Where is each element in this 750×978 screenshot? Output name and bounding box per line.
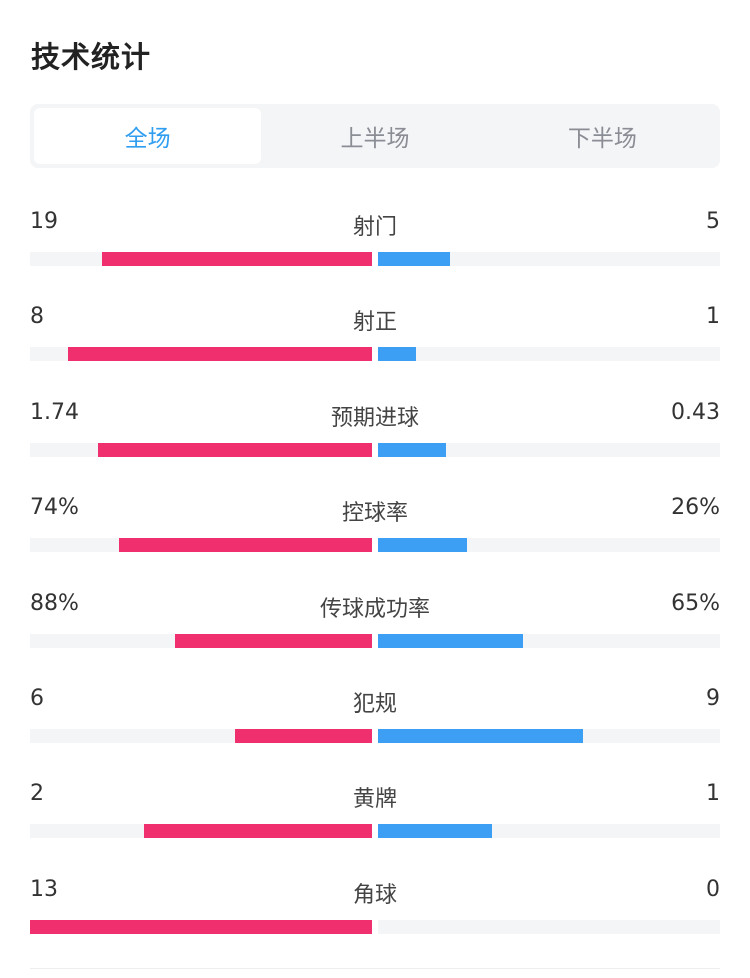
away-bar-track (378, 919, 720, 934)
stat-row: 6 犯规 9 (30, 680, 720, 760)
home-bar-fill (235, 729, 372, 743)
away-value: 5 (706, 209, 720, 234)
stat-text: 88% 传球成功率 65% (30, 585, 720, 625)
away-value: 1 (706, 781, 720, 807)
stat-label: 黄牌 (352, 787, 397, 813)
stat-row: 13 角球 0 (30, 871, 720, 951)
home-bar-track (30, 919, 372, 934)
home-value: 1.74 (30, 399, 79, 425)
away-bar-fill (378, 824, 492, 839)
home-bar-fill (143, 824, 372, 839)
stat-text: 2 黄牌 1 (30, 775, 720, 815)
stat-row: 74% 控球率 26% (30, 489, 720, 569)
away-bar-track (378, 824, 720, 839)
away-value: 0 (706, 876, 720, 902)
home-value: 8 (30, 304, 44, 330)
tab-first-half[interactable]: 上半场 (340, 126, 410, 152)
stat-label: 传球成功率 (319, 596, 430, 622)
away-value: 1 (706, 304, 720, 330)
home-bar-track (30, 347, 372, 362)
away-value: 9 (706, 686, 720, 711)
home-bar-track (30, 252, 372, 266)
stat-text: 19 射门 5 (30, 203, 720, 243)
stat-row: 1.74 预期进球 0.43 (30, 394, 720, 474)
away-bar-track (378, 252, 720, 266)
stat-label: 射门 (352, 215, 397, 240)
stat-label: 犯规 (352, 692, 397, 717)
home-value: 74% (30, 495, 79, 521)
home-bar-track (30, 824, 372, 839)
away-bar-fill (378, 729, 584, 743)
stat-label: 控球率 (341, 501, 408, 527)
away-bar-track (378, 347, 720, 362)
stat-row: 2 黄牌 1 (30, 775, 720, 855)
home-value: 2 (30, 781, 44, 807)
away-value: 26% (671, 495, 720, 521)
period-tabs: 全场 上半场 下半场 (30, 104, 720, 168)
away-bar-track (378, 729, 720, 743)
home-bar-track (30, 729, 372, 743)
divider (30, 968, 720, 969)
away-bar-track (378, 538, 720, 553)
stat-label: 角球 (352, 882, 397, 908)
page-title: 技术统计 (31, 40, 152, 74)
home-bar-track (30, 633, 372, 648)
stat-label: 射正 (352, 310, 397, 336)
home-bar-fill (30, 919, 372, 934)
home-bar-fill (67, 347, 372, 362)
away-bar-fill (378, 538, 467, 553)
home-value: 13 (30, 876, 58, 902)
away-value: 0.43 (671, 399, 720, 425)
home-value: 6 (30, 686, 44, 711)
away-bar-fill (378, 347, 416, 362)
stat-row: 8 射正 1 (30, 298, 720, 378)
home-bar-fill (98, 442, 372, 457)
home-value: 19 (30, 209, 58, 234)
stat-text: 74% 控球率 26% (30, 489, 720, 529)
stat-text: 6 犯规 9 (30, 680, 720, 720)
home-bar-track (30, 538, 372, 553)
away-bar-fill (378, 252, 450, 266)
tab-full-match[interactable]: 全场 (34, 108, 262, 164)
away-bar-track (378, 633, 720, 648)
stat-row: 88% 传球成功率 65% (30, 585, 720, 665)
stat-text: 8 射正 1 (30, 298, 720, 338)
home-bar-fill (175, 633, 372, 648)
tab-second-half[interactable]: 下半场 (567, 126, 637, 152)
stat-text: 1.74 预期进球 0.43 (30, 394, 720, 434)
home-bar-fill (101, 252, 372, 266)
away-bar-track (378, 442, 720, 457)
away-bar-fill (378, 633, 524, 648)
away-value: 65% (671, 590, 720, 616)
home-bar-track (30, 442, 372, 457)
stat-row: 19 射门 5 (30, 203, 720, 283)
stat-label: 预期进球 (330, 405, 419, 431)
away-bar-fill (378, 442, 447, 457)
home-value: 88% (30, 590, 79, 616)
stat-text: 13 角球 0 (30, 871, 720, 911)
home-bar-fill (118, 538, 372, 553)
